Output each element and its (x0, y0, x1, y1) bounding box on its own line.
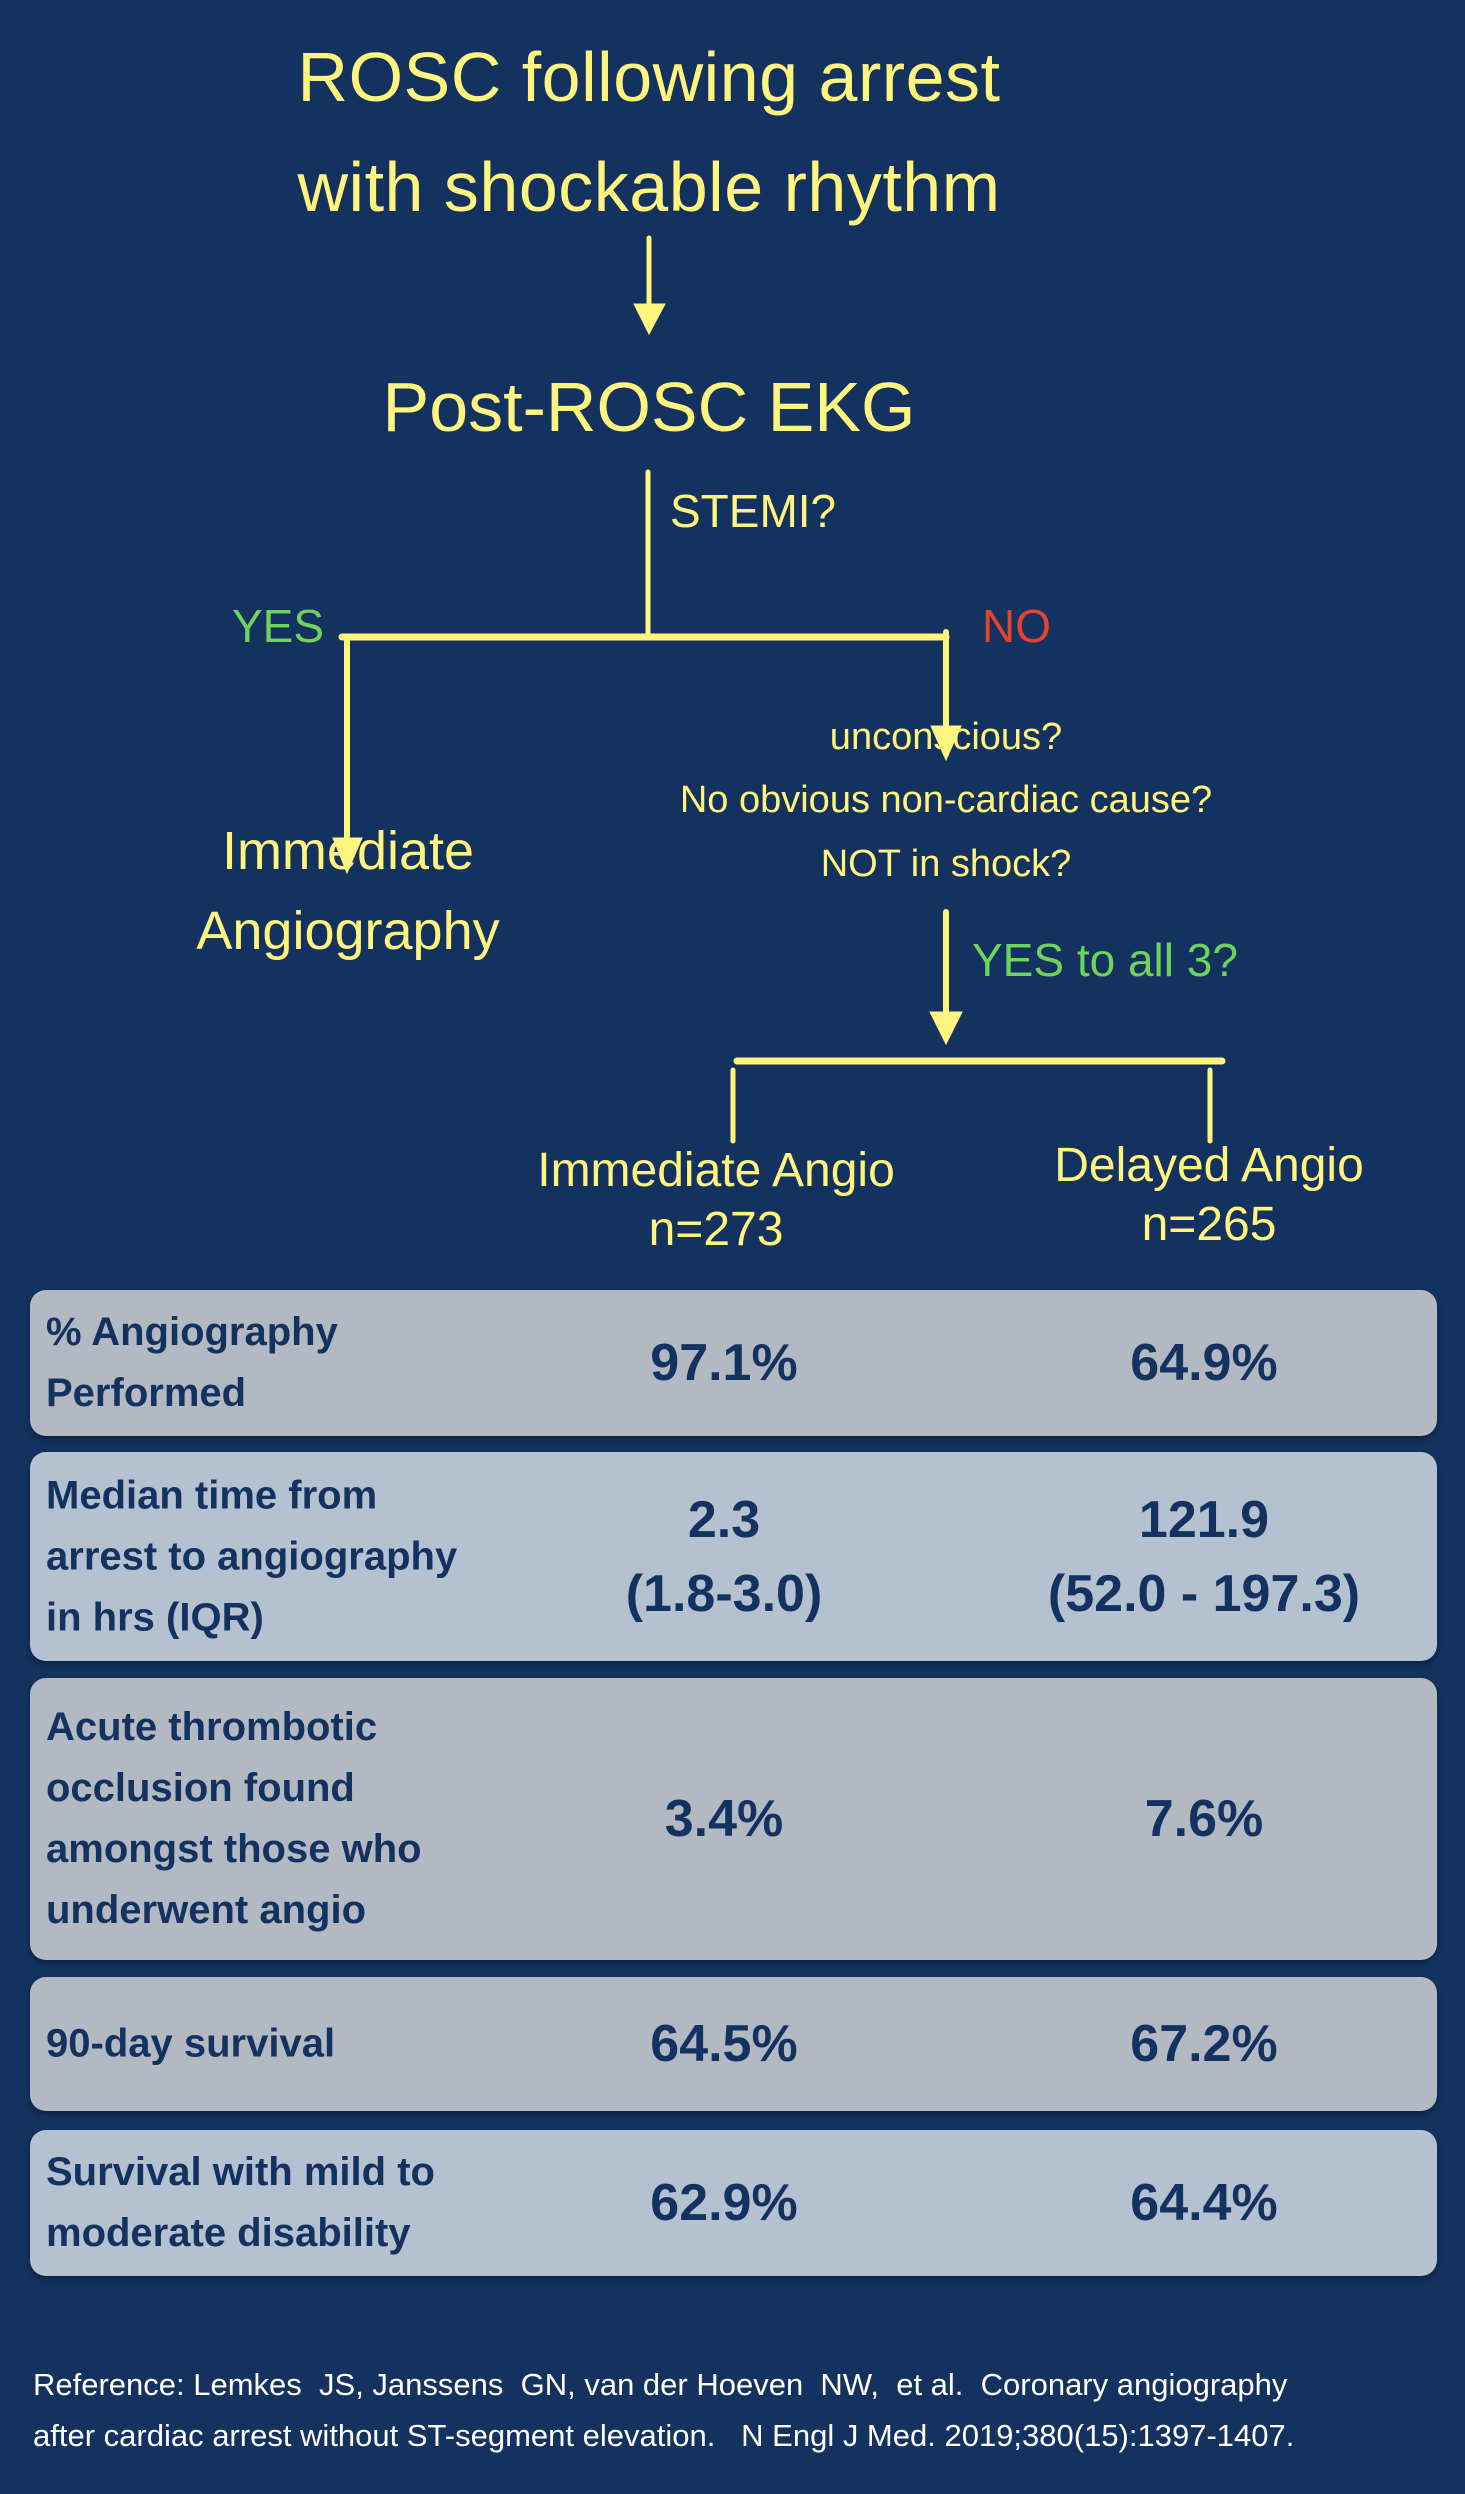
value-delayed: 121.9 (52.0 - 197.3) (1048, 1483, 1360, 1631)
value-delayed: 7.6% (1144, 1790, 1264, 1848)
value-delayed-iqr: (52.0 - 197.3) (1047, 1564, 1361, 1623)
stemi-question: STEMI? (670, 485, 837, 537)
table-row-survival-mild-moderate-disability: Survival with mild to moderate disabilit… (30, 2130, 1437, 2276)
table-row-90-day-survival: 90-day survival 64.5% 67.2% (30, 1977, 1437, 2111)
row-label: % Angiography Performed (46, 1310, 338, 1415)
group-immediate-header: Immediate Angio n=273 (537, 1142, 895, 1259)
start-node-line-2: with shockable rhythm (297, 148, 1001, 226)
group-immediate-name: Immediate Angio (537, 1144, 895, 1197)
row-label: Survival with mild to moderate disabilit… (46, 2150, 435, 2255)
value-immediate: 3.4% (664, 1790, 784, 1848)
group-delayed-header: Delayed Angio n=265 (1054, 1137, 1364, 1254)
no-label: NO (982, 600, 1051, 652)
table-row-thrombotic-occlusion: Acute thrombotic occlusion found amongst… (30, 1678, 1437, 1960)
value-delayed: 64.9% (1130, 1334, 1278, 1392)
value-delayed: 64.4% (1130, 2174, 1278, 2232)
reference-line-2: after cardiac arrest without ST-segment … (33, 2418, 1295, 2453)
yes-outcome-line-2: Angiography (196, 901, 500, 961)
criteria-arrow-down-icon (929, 909, 963, 1046)
ekg-node: Post-ROSC EKG (382, 368, 916, 446)
table-row-angiography-performed: % Angiography Performed 97.1% 64.9% (30, 1290, 1437, 1436)
table-row-median-time: Median time from arrest to angiography i… (30, 1452, 1437, 1661)
value-immediate: 97.1% (650, 1334, 798, 1392)
yes-outcome-line-1: Immediate (221, 821, 475, 881)
arrow-down-icon (633, 235, 666, 336)
row-label: 90-day survival (46, 2021, 336, 2066)
value-immediate-iqr: (1.8-3.0) (625, 1564, 823, 1623)
group-delayed-n: n=265 (1141, 1197, 1277, 1251)
value-immediate: 64.5% (650, 2015, 798, 2073)
value-delayed: 67.2% (1130, 2015, 1278, 2073)
yes-label: YES (232, 600, 325, 652)
row-label: Median time from arrest to angiography i… (46, 1473, 458, 1639)
value-immediate: 62.9% (650, 2174, 798, 2232)
criteria-unconscious: unconscious? (829, 716, 1063, 758)
row-label: Acute thrombotic occlusion found amongst… (46, 1705, 422, 1932)
start-node-line-1: ROSC following arrest (297, 38, 1001, 116)
group-immediate-n: n=273 (648, 1202, 784, 1256)
criteria-yes-label: YES to all 3? (972, 934, 1238, 986)
group-delayed-name: Delayed Angio (1054, 1139, 1364, 1192)
criteria-not-in-shock: NOT in shock? (820, 843, 1072, 885)
reference-line-1: Reference: Lemkes JS, Janssens GN, van d… (33, 2367, 1288, 2402)
value-immediate: 2.3 (1.8-3.0) (626, 1483, 823, 1631)
criteria-no-noncardiac-cause: No obvious non-cardiac cause? (679, 779, 1213, 821)
